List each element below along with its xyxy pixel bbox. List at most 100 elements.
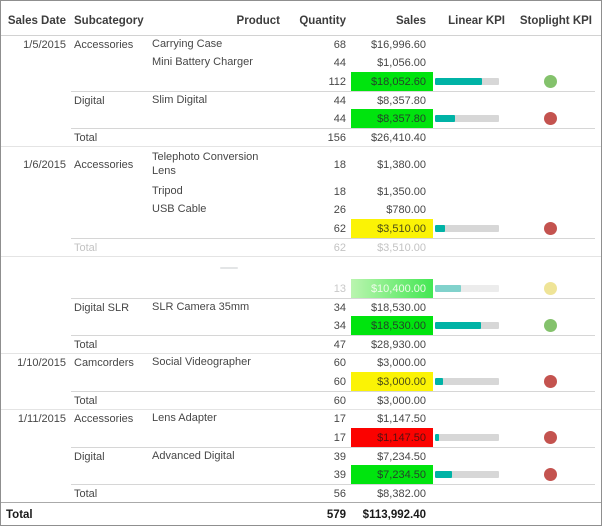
sales-date-cell — [1, 372, 71, 391]
ghost-artifact — [220, 267, 238, 269]
quantity-cell: 17 — [333, 431, 346, 444]
stoplight-kpi-cell — [505, 201, 595, 219]
sales-date-cell — [1, 201, 71, 219]
product-cell — [145, 72, 285, 91]
linear-kpi-bar — [435, 322, 499, 329]
linear-kpi-cell — [433, 54, 505, 72]
product-cell — [145, 238, 285, 256]
column-header-quantity: Quantity — [299, 15, 346, 27]
quantity-cell: 112 — [328, 75, 346, 88]
subcategory-cell — [71, 109, 145, 128]
sales-cell: $1,056.00 — [377, 57, 426, 69]
sales-date-cell — [1, 109, 71, 128]
table-row: Total 62 $3,510.00 — [1, 238, 601, 257]
linear-kpi-fill — [435, 378, 444, 385]
table-row — [1, 257, 601, 279]
sales-date-cell — [1, 465, 71, 484]
stoplight-kpi-cell — [505, 36, 595, 54]
linear-kpi-cell — [433, 238, 505, 256]
product-cell — [145, 279, 285, 298]
linear-kpi-cell — [433, 391, 505, 409]
product-cell — [145, 316, 285, 335]
product-cell: Slim Digital — [145, 91, 285, 109]
quantity-cell: 39 — [333, 468, 346, 481]
subcategory-cell: Accessories — [74, 413, 134, 425]
stoplight-kpi-cell — [505, 147, 595, 183]
linear-kpi-fill — [435, 285, 461, 292]
sales-cell: $3,000.00 — [377, 357, 426, 369]
subcategory-cell — [71, 183, 145, 201]
grand-total-row: Total 579 $113,992.40 — [1, 502, 601, 525]
subcategory-cell — [71, 428, 145, 447]
linear-kpi-cell — [433, 36, 505, 54]
stoplight-kpi-cell — [505, 279, 595, 298]
product-cell — [145, 372, 285, 391]
sales-date-cell — [1, 219, 71, 238]
quantity-cell: 34 — [333, 319, 346, 332]
quantity-cell: 44 — [333, 112, 346, 125]
table-row: Tripod 18 $1,350.00 — [1, 183, 601, 201]
stoplight-kpi-cell — [505, 183, 595, 201]
table-row: 1/11/2015 Accessories Lens Adapter 17 $1,147… — [1, 410, 601, 428]
stoplight-red-dot-icon — [543, 431, 557, 444]
sales-date-cell: 1/6/2015 — [23, 159, 66, 171]
product-cell: USB Cable — [152, 203, 207, 216]
sales-cell: $3,510.00 — [351, 238, 433, 256]
quantity-cell: 44 — [285, 91, 351, 109]
product-cell — [145, 219, 285, 238]
sales-date-cell — [1, 257, 71, 279]
linear-kpi-cell — [433, 298, 505, 316]
total-label-cell: Total — [71, 391, 145, 409]
stoplight-kpi-cell — [505, 354, 595, 372]
linear-kpi-cell — [433, 484, 505, 502]
product-cell: SLR Camera 35mm — [145, 298, 285, 316]
quantity-cell: 17 — [333, 413, 346, 425]
subcategory-cell: Accessories — [74, 39, 134, 51]
linear-kpi-bar — [435, 285, 499, 292]
stoplight-kpi-cell — [505, 298, 595, 316]
stoplight-kpi-cell — [505, 410, 595, 428]
product-cell: Telephoto Conversion Lens — [152, 151, 259, 177]
stoplight-kpi-cell — [505, 128, 595, 146]
linear-kpi-fill — [435, 225, 445, 232]
sales-highlight-cell: $10,400.00 — [351, 279, 433, 298]
linear-kpi-bar — [435, 225, 499, 232]
sales-date-cell: 1/10/2015 — [17, 357, 66, 369]
sales-date-cell — [1, 72, 71, 91]
linear-kpi-cell — [433, 316, 505, 335]
quantity-cell: 60 — [333, 375, 346, 388]
linear-kpi-bar — [435, 115, 499, 122]
subcategory-cell — [71, 372, 145, 391]
linear-kpi-fill — [435, 115, 455, 122]
table-row: 1/6/2015 Accessories Telephoto Conversion … — [1, 147, 601, 183]
stoplight-kpi-cell — [505, 91, 595, 109]
sales-date-cell — [1, 316, 71, 335]
subcategory-cell — [71, 503, 145, 525]
subcategory-cell: Digital — [71, 91, 145, 109]
table-row: Total 156 $26,410.40 — [1, 128, 601, 147]
table-row: 44 $8,357.80 — [1, 109, 601, 128]
subcategory-cell: Digital SLR — [71, 298, 145, 316]
sales-highlight-cell: $3,510.00 — [351, 219, 433, 238]
product-cell — [145, 503, 285, 525]
subcategory-cell — [71, 465, 145, 484]
stoplight-kpi-cell — [505, 465, 595, 484]
quantity-cell: 47 — [285, 335, 351, 353]
sales-cell: $113,992.40 — [362, 509, 426, 521]
linear-kpi-cell — [433, 354, 505, 372]
stoplight-kpi-cell — [505, 335, 595, 353]
table-row: 1/5/2015 Accessories Carrying Case 68 $16,99… — [1, 36, 601, 54]
sales-cell: $8,357.80 — [351, 91, 433, 109]
linear-kpi-cell — [433, 465, 505, 484]
sales-date-cell: Total — [6, 509, 33, 521]
table-row: 34 $18,530.00 — [1, 316, 601, 335]
sales-highlight-cell: $1,147.50 — [351, 428, 433, 447]
product-cell: Advanced Digital — [145, 447, 285, 465]
linear-kpi-bar — [435, 78, 499, 85]
quantity-cell: 34 — [285, 298, 351, 316]
table-row: Digital Advanced Digital 39 $7,234.50 — [1, 447, 601, 465]
quantity-cell: 13 — [333, 282, 346, 295]
sales-date-cell — [1, 391, 71, 409]
sales-date-cell — [1, 279, 71, 298]
linear-kpi-fill — [435, 322, 482, 329]
